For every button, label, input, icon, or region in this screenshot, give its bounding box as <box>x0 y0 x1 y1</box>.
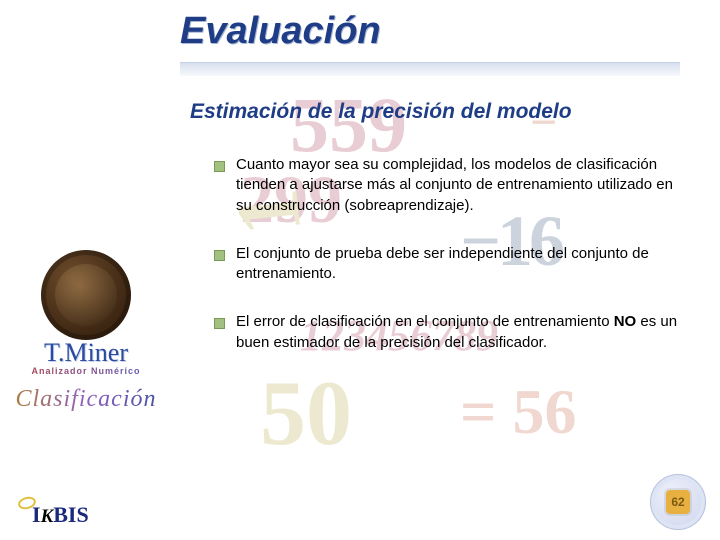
ikbis-k: K <box>41 506 54 527</box>
bg-num: = 56 <box>460 375 576 449</box>
bullet-text: Cuanto mayor sea su complejidad, los mod… <box>236 156 673 214</box>
bullet-text: El conjunto de prueba debe ser independi… <box>236 245 649 282</box>
page-title: Evaluación <box>180 10 381 53</box>
page-number: 62 <box>666 490 690 514</box>
content-area: Cuanto mayor sea su complejidad, los mod… <box>210 155 680 381</box>
bullet-text-pre: El error de clasificación en el conjunto… <box>236 313 614 330</box>
tminer-label: T.Miner <box>6 338 166 368</box>
analizador-label: Analizador Numérico <box>6 366 166 376</box>
title-underline <box>180 62 680 76</box>
clasificacion-label: Clasificación <box>6 386 166 413</box>
bullet-item: El conjunto de prueba debe ser independi… <box>210 244 680 285</box>
sidebar: T.Miner Analizador Numérico Clasificació… <box>6 250 166 413</box>
bullet-item: El error de clasificación en el conjunto… <box>210 312 680 353</box>
bullet-text-strong: NO <box>614 313 637 330</box>
ikbis-rest: BIS <box>53 502 88 527</box>
page-subtitle: Estimación de la precisión del modelo <box>190 100 572 124</box>
seal-icon: 62 <box>650 474 706 530</box>
bullet-item: Cuanto mayor sea su complejidad, los mod… <box>210 155 680 216</box>
ikbis-logo: IKBIS <box>14 502 89 528</box>
coin-icon <box>41 250 131 340</box>
